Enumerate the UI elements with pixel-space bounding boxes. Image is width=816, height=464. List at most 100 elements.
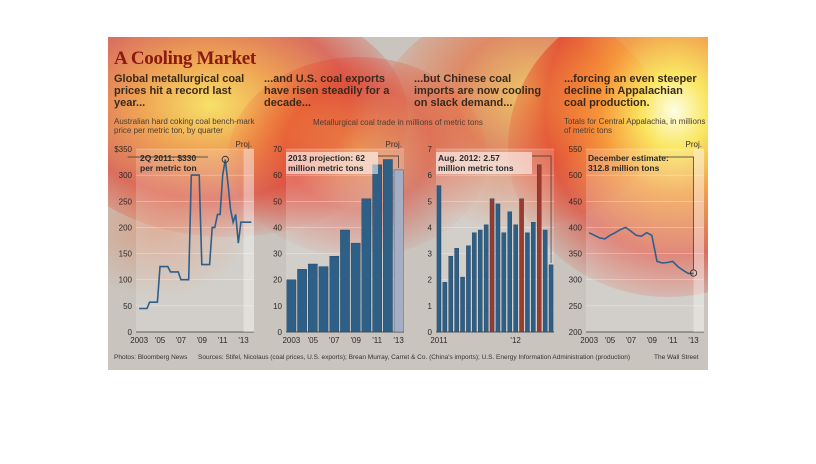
exports-xtick-label: 2003: [282, 336, 300, 345]
price-ytick-label: 300: [119, 171, 133, 180]
price-series-line: [139, 159, 252, 310]
exports-chart: 70 60 50 40 30 20 10 0 Proj. 2003 '05 '07 '09 '11 '13 2…: [273, 140, 404, 345]
china-xtick-label: '12: [510, 336, 521, 345]
production-series-line: [588, 226, 694, 275]
subhead-production: Totals for Central Appalachia, in millio…: [564, 117, 706, 135]
subhead-trade: Metallurgical coal trade in millions of …: [313, 118, 483, 127]
china-bar: [448, 255, 454, 333]
production-ytick-label: 400: [569, 223, 583, 232]
exports-ytick-label: 40: [273, 223, 282, 232]
exports-bar: [318, 266, 329, 333]
production-ytick-label: 200: [569, 328, 583, 337]
price-plot-area: [136, 149, 254, 332]
china-ytick-label: 4: [428, 223, 433, 232]
china-ytick-label: 0: [428, 328, 433, 337]
exports-xtick-label: '09: [351, 336, 362, 345]
exports-ytick-label: 50: [273, 197, 282, 206]
price-xtick-label: '09: [197, 336, 208, 345]
production-projection-label: Proj.: [686, 140, 702, 149]
china-xtick-label: 2011: [430, 336, 448, 345]
production-plot-area: [586, 149, 704, 332]
china-annotation-label: million metric tons: [438, 163, 514, 173]
china-bar: [536, 164, 542, 333]
exports-ytick-label: 70: [273, 145, 282, 154]
exports-annotation-leader: [378, 155, 399, 168]
production-xtick-label: 2003: [580, 336, 598, 345]
figure-title: A Cooling Market: [114, 48, 256, 69]
infographic: A Cooling Market Global metallurgical co…: [108, 37, 708, 370]
production-ytick-label: 350: [569, 250, 583, 259]
production-ytick-label: 550: [569, 145, 583, 154]
exports-xtick-label: '07: [329, 336, 340, 345]
headline-production: ...forcing an even steeper decline in Ap…: [564, 73, 697, 109]
china-ytick-label: 7: [428, 145, 433, 154]
production-chart: 550 500 450 400 350 300 250 200 Proj. 2003 '05 '07 '…: [569, 140, 704, 345]
exports-ytick-label: 10: [273, 302, 282, 311]
china-ytick-label: 5: [428, 197, 433, 206]
china-bar: [495, 203, 501, 333]
exports-bar: [286, 279, 297, 333]
china-bar: [454, 248, 459, 333]
exports-annotation-box: [286, 152, 378, 174]
production-ytick-label: 300: [569, 276, 583, 285]
production-projection-shade: [693, 149, 704, 332]
exports-bar: [297, 269, 307, 333]
headline-price: Global metallurgical coal prices hit a r…: [114, 73, 245, 109]
exports-xtick-label: '11: [372, 336, 382, 345]
price-ytick-label: 150: [119, 250, 133, 259]
china-bar: [519, 198, 524, 333]
china-ytick-label: 1: [428, 302, 433, 311]
price-annotation-marker: [221, 155, 229, 164]
china-bar: [442, 282, 448, 333]
price-ytick-label: 50: [123, 302, 132, 311]
china-ytick-label: 2: [428, 276, 433, 285]
china-annotation-label: Aug. 2012: 2.57: [438, 153, 500, 163]
exports-bar: [361, 198, 372, 333]
production-ytick-label: 450: [569, 197, 583, 206]
production-annotation-leader: [660, 156, 694, 271]
china-bar: [501, 232, 507, 333]
price-projection-shade: [243, 149, 254, 332]
production-annotation-label: 312.8 million tons: [588, 163, 660, 173]
exports-bar: [329, 255, 340, 333]
china-ytick-label: 3: [428, 250, 433, 259]
price-annotation-label: 2Q 2011: $330: [140, 153, 197, 163]
exports-bar: [340, 229, 350, 333]
price-ytick-label: 0: [128, 328, 133, 337]
china-annotation-box: [436, 152, 532, 174]
price-ytick-label: 200: [119, 223, 133, 232]
china-bar: [460, 276, 465, 333]
china-annotation-leader: [532, 155, 552, 263]
headline-exports: ...and U.S. coal exports have risen stea…: [264, 73, 390, 109]
exports-bar: [308, 263, 318, 333]
production-xtick-label: '13: [688, 336, 699, 345]
price-ytick-label: 250: [119, 197, 133, 206]
exports-ytick-label: 20: [273, 276, 282, 285]
production-ytick-label: 250: [569, 302, 583, 311]
exports-bar: [372, 164, 382, 333]
china-ytick-label: 6: [428, 171, 433, 180]
publisher-credit: The Wall Street: [654, 354, 699, 361]
price-ytick-label: 100: [119, 276, 133, 285]
production-ytick-label: 500: [569, 171, 583, 180]
price-annotation-leader: [127, 156, 208, 158]
price-xtick-label: 2003: [130, 336, 148, 345]
exports-bar: [383, 159, 393, 333]
exports-bar: [393, 169, 404, 333]
production-xtick-label: '09: [647, 336, 658, 345]
china-bar: [436, 185, 442, 333]
china-bar: [483, 224, 489, 333]
price-projection-label: Proj.: [236, 140, 252, 149]
exports-annotation-label: million metric tons: [288, 163, 364, 173]
price-ytick-label: $350: [114, 145, 132, 154]
china-bar: [507, 211, 512, 333]
price-annotation-label: per metric ton: [140, 163, 197, 173]
price-xtick-label: '07: [176, 336, 187, 345]
exports-annotation-label: 2013 projection: 62: [288, 153, 365, 163]
price-xtick-label: '13: [238, 336, 249, 345]
headline-china: ...but Chinese coal imports are now cool…: [414, 73, 542, 109]
sources-note: Sources: Stifel, Nicolaus (coal prices, …: [198, 354, 631, 361]
china-bar: [525, 232, 530, 333]
china-bar: [489, 198, 495, 333]
